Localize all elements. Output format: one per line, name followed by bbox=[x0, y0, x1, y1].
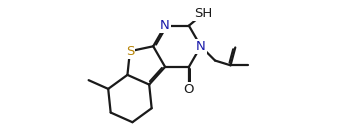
Text: N: N bbox=[196, 40, 206, 53]
Text: O: O bbox=[184, 83, 194, 96]
Text: N: N bbox=[160, 19, 170, 32]
Text: S: S bbox=[126, 45, 134, 58]
Text: SH: SH bbox=[194, 7, 212, 20]
